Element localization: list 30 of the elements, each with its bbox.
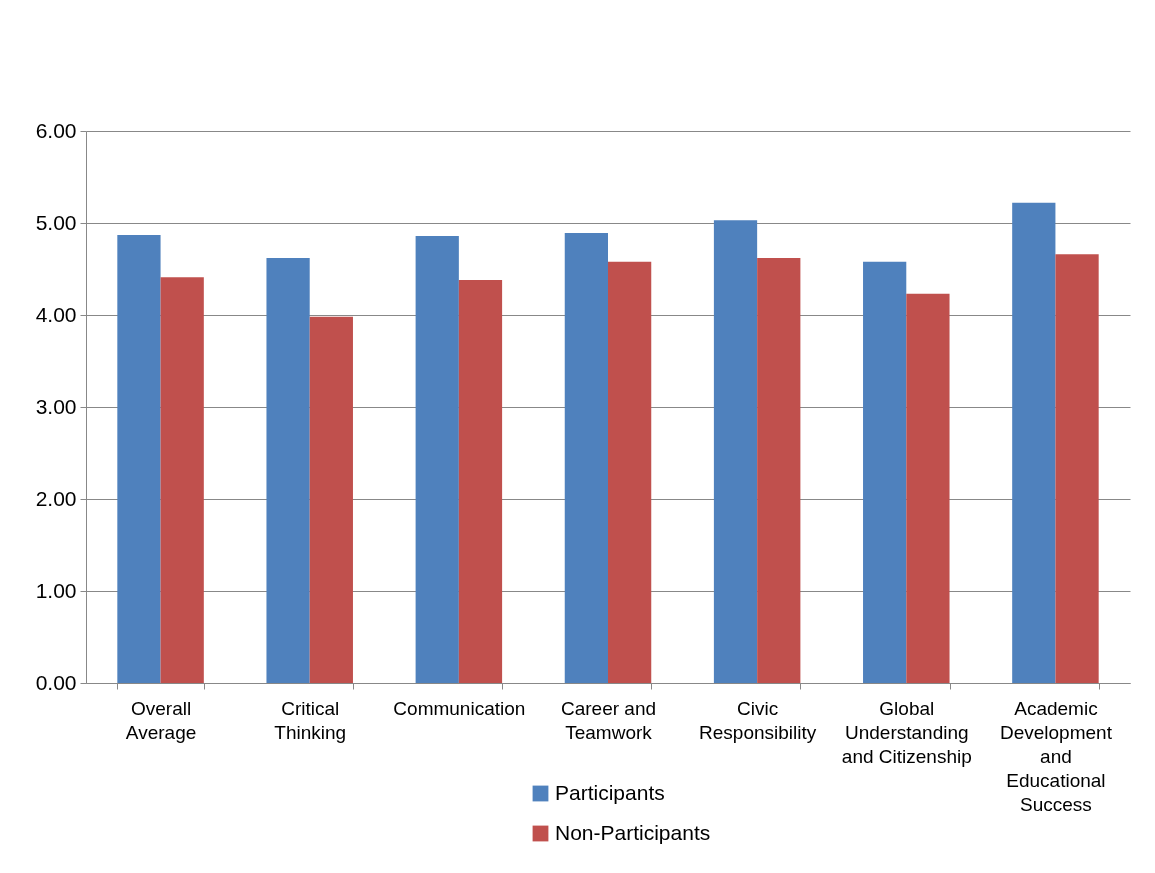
bar	[415, 235, 459, 683]
y-tick-label: 6.00	[35, 118, 77, 142]
x-tick-label: Communication	[393, 697, 526, 719]
x-tick-label: Critical Thinking	[274, 697, 347, 743]
bar	[266, 257, 310, 683]
bar	[309, 316, 353, 683]
y-tick-label: 0.00	[35, 670, 77, 694]
x-tick-label: Global Understanding and Citizenship	[841, 697, 972, 767]
x-tick-label: Overall Average	[125, 697, 197, 743]
y-tick-label: 5.00	[35, 210, 77, 234]
legend-label: Participants	[555, 780, 665, 804]
bar	[713, 220, 758, 683]
x-tick-label: Academic Development and Educational Success	[999, 697, 1113, 815]
bar	[906, 293, 950, 683]
x-tick-label: Career and Teamwork	[560, 697, 657, 743]
bar	[564, 233, 608, 683]
bar	[117, 234, 161, 683]
y-tick-label: 3.00	[35, 394, 77, 418]
bar	[1055, 254, 1099, 683]
bar	[458, 280, 503, 683]
y-tick-label: 4.00	[35, 302, 77, 326]
y-tick-label: 2.00	[35, 486, 77, 510]
x-tick-label: Civic Responsibility	[699, 697, 817, 743]
legend-label: Non-Participants	[555, 820, 711, 844]
bar	[608, 261, 652, 683]
bar	[1012, 202, 1056, 683]
bar	[160, 277, 204, 683]
bar	[757, 257, 801, 683]
bar	[863, 261, 907, 683]
y-tick-label: 1.00	[35, 578, 77, 602]
